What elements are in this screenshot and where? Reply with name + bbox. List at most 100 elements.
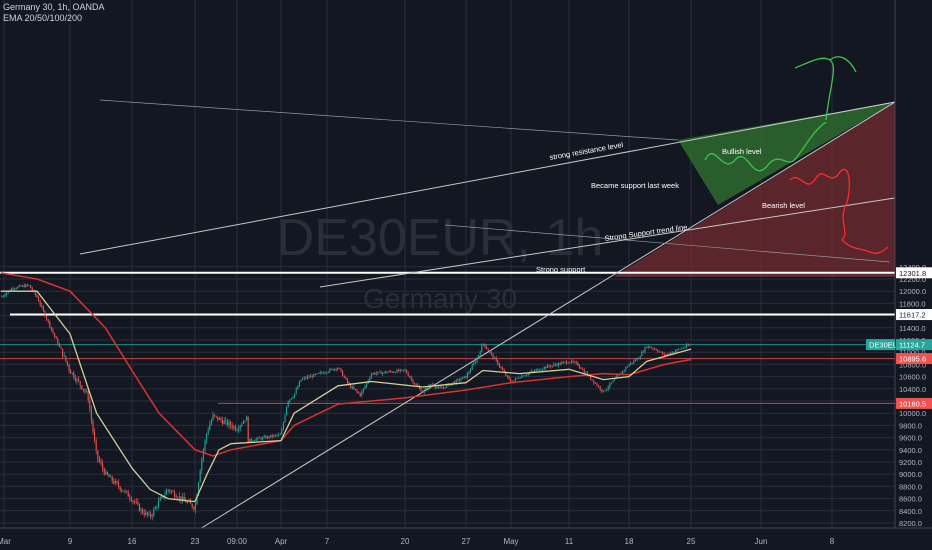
candle-body [190, 501, 192, 504]
candle-body [250, 438, 252, 441]
candle-body [596, 383, 598, 386]
candle-body [369, 378, 371, 381]
candle-body [442, 387, 444, 389]
candle-body [393, 372, 395, 373]
candle-body [353, 386, 355, 389]
candle-body [617, 375, 619, 377]
candle-body [74, 377, 76, 381]
candle-body [103, 468, 105, 475]
candle-body [348, 382, 350, 385]
candle-body [626, 366, 628, 368]
candle-body [305, 377, 307, 379]
candle-body [2, 295, 4, 297]
candle-body [465, 376, 467, 378]
candle-body [542, 369, 544, 370]
horizontal-levels [0, 271, 895, 404]
candle-body [196, 494, 198, 505]
candle-body [665, 354, 667, 356]
candle-body [660, 351, 662, 353]
candle-body [678, 349, 680, 350]
candle-body [535, 369, 537, 372]
candle-body [390, 371, 392, 373]
candle-body [30, 285, 32, 288]
candle-body [63, 355, 65, 357]
time-axis[interactable]: Mar 9 16 23 09:00 Apr 7 20 27 May 11 18 25 Jun 8 [0, 527, 932, 550]
candle-body [54, 332, 56, 337]
trendlines [79, 99, 896, 533]
candle-body [361, 391, 363, 396]
candle-body [562, 361, 564, 363]
trend-line [99, 99, 679, 141]
candle-body [670, 353, 672, 354]
indicator-title[interactable]: EMA 20/50/100/200 [3, 13, 83, 23]
candle-body [28, 285, 30, 286]
candle-body [446, 384, 448, 388]
candle-body [642, 351, 644, 353]
candle-body [166, 490, 168, 495]
candle-body [202, 450, 204, 459]
candle-body [324, 372, 326, 374]
candle-body [50, 327, 52, 330]
ema-slow-line [0, 272, 692, 457]
candle-body [612, 380, 614, 383]
candle-body [308, 376, 310, 378]
candle-body [490, 351, 492, 354]
candle-body [212, 414, 214, 421]
candle-body [222, 420, 224, 424]
candle-body [604, 390, 606, 392]
candle-body [639, 356, 641, 359]
candles [1, 283, 691, 521]
candle-body [249, 438, 251, 442]
candle-body [81, 385, 83, 390]
candle-body [97, 450, 99, 459]
price-tick-label: 9000.0 [899, 470, 922, 479]
annotation-label: Bullish level [722, 147, 762, 156]
candle-body [318, 372, 320, 374]
annotation-label: Strong support [536, 265, 586, 274]
candle-body [172, 491, 174, 493]
candle-body [276, 435, 278, 436]
candle-body [76, 378, 78, 381]
candle-body [436, 387, 438, 389]
candle-body [14, 288, 16, 290]
candle-body [471, 365, 473, 370]
candle-body [118, 483, 120, 487]
candle-body [247, 416, 249, 442]
candle-body [630, 362, 632, 365]
time-tick-label: Mar [0, 537, 11, 546]
candle-body [121, 490, 123, 491]
candle-body [193, 507, 195, 510]
candle-body [457, 379, 459, 381]
candle-body [527, 373, 529, 375]
price-axis[interactable]: 8200.0 8400.0 8600.0 8800.0 9000.0 9200.0 9400… [866, 0, 932, 550]
candle-body [497, 360, 499, 365]
candle-body [383, 371, 385, 373]
candle-body [554, 364, 556, 366]
time-tick-label: Apr [275, 537, 288, 546]
candle-body [278, 434, 280, 436]
candle-body [15, 288, 17, 290]
candle-body [340, 368, 342, 371]
candle-body [89, 400, 91, 410]
candle-body [631, 362, 633, 364]
candle-body [346, 378, 348, 383]
symbol-title[interactable]: Germany 30, 1h, OANDA [3, 2, 105, 12]
candle-body [481, 344, 483, 352]
candle-body [334, 368, 336, 371]
candle-body [666, 354, 668, 356]
candle-body [518, 377, 520, 379]
candle-body [649, 346, 651, 348]
price-tick-label: 10000.0 [899, 409, 926, 418]
trend-line [444, 224, 891, 263]
candle-body [274, 435, 276, 436]
candle-body [420, 388, 422, 392]
candle-body [638, 358, 640, 360]
candle-body [586, 372, 588, 376]
candle-body [399, 369, 401, 372]
candle-body [57, 338, 59, 345]
candle-body [55, 336, 57, 339]
candle-body [258, 437, 260, 439]
candle-body [262, 437, 264, 440]
candle-body [516, 378, 518, 379]
